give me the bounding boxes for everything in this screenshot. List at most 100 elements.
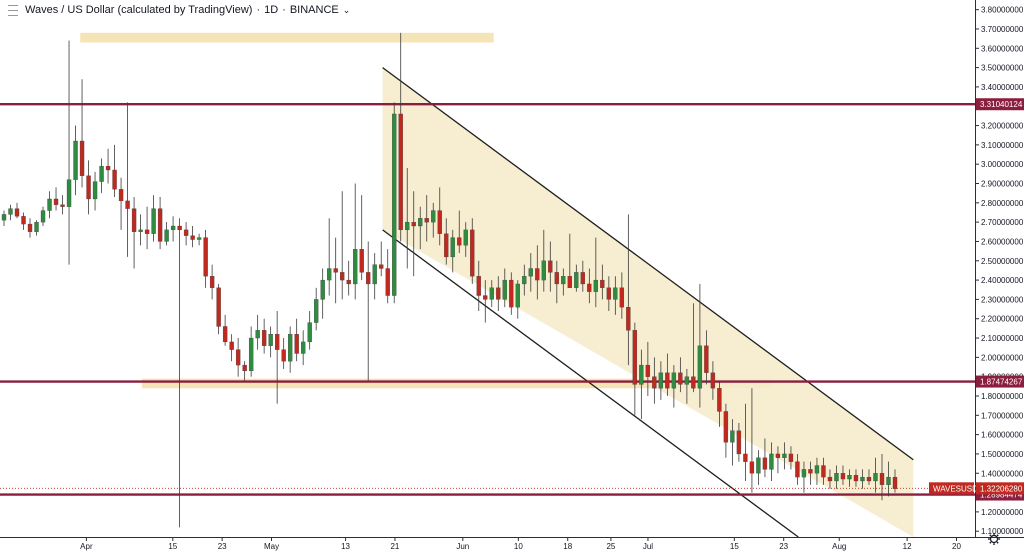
candle — [756, 450, 761, 485]
price-tick-label: 2.40000000 — [981, 276, 1024, 285]
candle-body — [209, 276, 215, 288]
candle-body — [561, 276, 566, 285]
candle-body — [27, 223, 33, 232]
candle-body — [73, 140, 78, 180]
candle-body — [235, 349, 241, 366]
time-tick-label: 23 — [218, 542, 227, 551]
level-price-tag-label: 1.28984474 — [980, 491, 1023, 500]
time-tick-label: 10 — [514, 542, 523, 551]
candle — [92, 171, 98, 211]
exchange-label[interactable]: BINANCE — [289, 4, 339, 16]
candle — [274, 310, 280, 404]
candle — [444, 218, 449, 265]
candle — [457, 210, 462, 254]
candle-body — [398, 113, 403, 231]
candle-body — [34, 221, 39, 232]
candle — [580, 260, 585, 292]
time-tick-label: Aug — [832, 542, 846, 551]
price-tick-label: 3.50000000 — [981, 64, 1024, 73]
candle — [27, 218, 33, 238]
symbol-tag — [929, 482, 974, 495]
price-tick-label: 2.80000000 — [981, 199, 1024, 208]
price-tick-label: 2.20000000 — [981, 315, 1024, 324]
candle — [294, 318, 299, 362]
symbol-title[interactable]: Waves / US Dollar (calculated by Trading… — [25, 4, 253, 16]
candle — [892, 469, 898, 493]
level-price-tag-label: 3.31040124 — [980, 100, 1023, 109]
candle — [808, 461, 813, 485]
candle-body — [886, 476, 891, 485]
candle — [483, 280, 488, 323]
candle-body — [287, 334, 293, 362]
candle-body — [879, 473, 885, 485]
candle-body — [307, 322, 312, 343]
candle — [151, 195, 156, 242]
price-tick-label: 1.70000000 — [981, 411, 1024, 420]
candle — [749, 388, 755, 493]
candle-body — [21, 216, 26, 225]
candle — [795, 453, 800, 485]
candle — [866, 469, 872, 485]
candle-body — [502, 279, 507, 300]
candle-body — [847, 475, 852, 480]
time-tick-label: 21 — [390, 542, 399, 551]
candle — [359, 195, 364, 281]
candle-body — [151, 208, 156, 234]
candle — [301, 330, 306, 366]
price-tick-label: 3.80000000 — [981, 6, 1024, 15]
candle — [678, 357, 683, 393]
candle-body — [353, 249, 358, 285]
candle-body — [424, 218, 429, 223]
candle-body — [170, 225, 176, 231]
candle-body — [840, 473, 846, 480]
chart-legend: Waves / US Dollar (calculated by Trading… — [8, 4, 350, 16]
candle — [131, 197, 137, 269]
candle — [691, 303, 696, 393]
candle-body — [47, 198, 52, 211]
candle-body — [346, 279, 351, 285]
menu-icon[interactable] — [8, 4, 18, 16]
candle-body — [697, 345, 703, 389]
candle — [860, 469, 865, 489]
candle-body — [795, 461, 800, 478]
candle-body — [652, 376, 657, 389]
candle — [528, 253, 533, 292]
candle-body — [79, 140, 85, 176]
candle-body — [248, 337, 254, 372]
candle-body — [788, 453, 794, 462]
candle — [281, 338, 286, 369]
candle — [411, 191, 416, 277]
candle-body — [548, 260, 553, 273]
candle — [138, 214, 143, 246]
candle — [261, 318, 267, 354]
legend-separator: · — [256, 4, 261, 16]
candle — [717, 380, 722, 427]
candle — [60, 195, 65, 215]
candle — [242, 361, 247, 381]
candle-body — [157, 208, 163, 242]
candle-body — [190, 235, 195, 240]
candle-body — [392, 113, 397, 296]
candle — [834, 465, 839, 489]
legend-separator: · — [282, 4, 286, 16]
candle — [183, 222, 189, 246]
candle-body — [639, 364, 644, 385]
candle — [216, 283, 221, 335]
candle — [613, 276, 618, 315]
candle — [665, 353, 670, 396]
settings-gear-icon[interactable] — [988, 533, 1000, 545]
candle-body — [743, 453, 748, 462]
interval-label[interactable]: 1D — [264, 4, 279, 16]
chevron-down-icon[interactable]: ⌄ — [342, 4, 351, 15]
time-tick-label: 18 — [563, 542, 572, 551]
candle — [333, 237, 338, 304]
candle-body — [619, 287, 625, 308]
candle — [21, 212, 26, 230]
candle-body — [528, 268, 533, 277]
candle-body — [587, 283, 592, 292]
candle — [164, 222, 169, 246]
candle — [821, 457, 826, 485]
candle-body — [14, 208, 20, 217]
